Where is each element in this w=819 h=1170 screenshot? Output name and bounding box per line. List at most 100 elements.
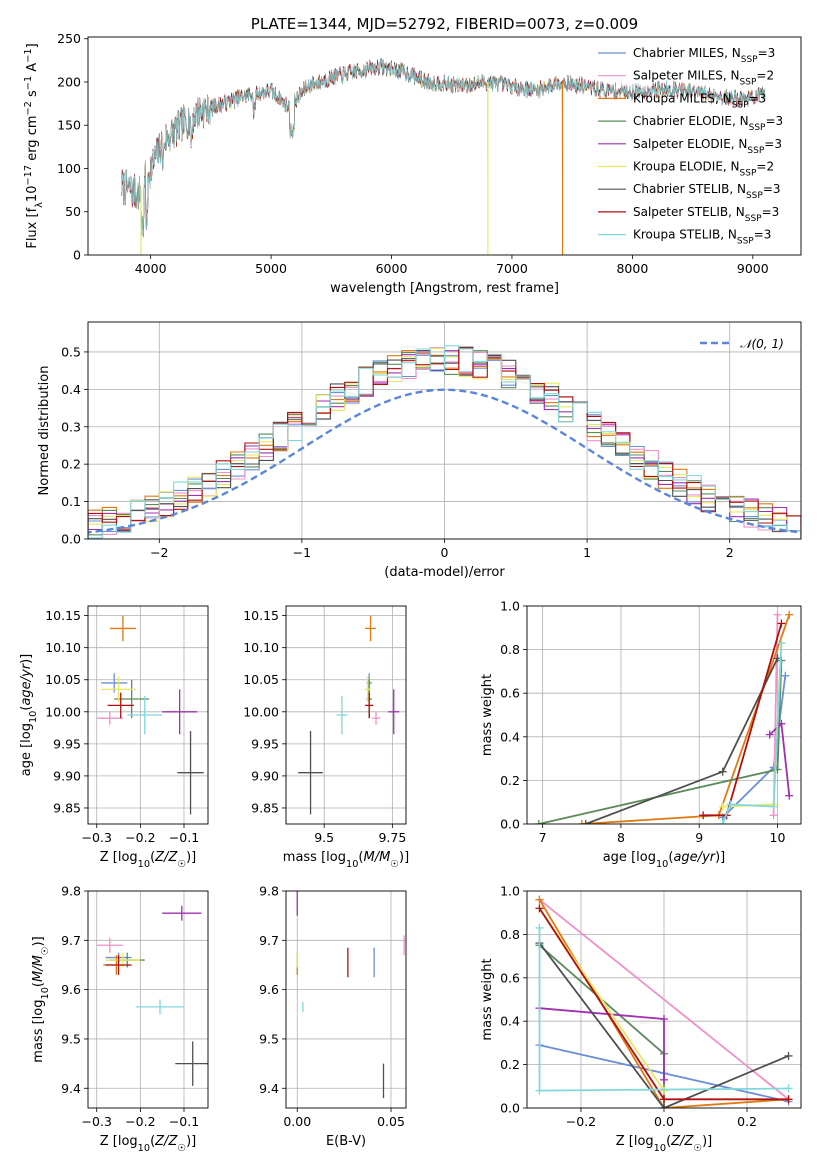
legend-entry: Kroupa ELODIE, NSSP=2 bbox=[633, 160, 774, 179]
x-tick-label: 6000 bbox=[376, 261, 408, 276]
y-tick-label: 0.4 bbox=[500, 1014, 520, 1029]
y-tick-label: 50 bbox=[65, 204, 81, 219]
y-tick-label: 10.00 bbox=[45, 704, 81, 719]
x-tick-label: 9.75 bbox=[378, 830, 406, 845]
x-tick-label: −1 bbox=[293, 545, 311, 560]
age-vs-mass-axes: 9.5 9.75 9.85 9.90 9.95 10.00 10.05 10.10 10.15 m… bbox=[243, 605, 409, 870]
y-tick-label: 0.4 bbox=[61, 382, 81, 397]
x-tick-label: 9 bbox=[695, 830, 703, 845]
mass-weight-vs-age-frame bbox=[526, 605, 802, 825]
x-tick-label: 7 bbox=[539, 830, 547, 845]
y-tick-label: 100 bbox=[57, 161, 81, 176]
x-tick-label: 10 bbox=[770, 830, 786, 845]
mass-weight-vs-Z-plot-area bbox=[527, 891, 801, 1108]
y-tick-label: 9.85 bbox=[53, 800, 81, 815]
x-tick-label: 0.00 bbox=[283, 1114, 311, 1129]
y-tick-label: 0.2 bbox=[500, 773, 520, 788]
weight-line bbox=[721, 643, 783, 824]
spectrum-line bbox=[121, 58, 563, 255]
x-tick-label: 4000 bbox=[135, 261, 167, 276]
x-tick-label: 0.2 bbox=[737, 1114, 757, 1129]
y-tick-label: 9.5 bbox=[259, 1031, 279, 1046]
weight-line bbox=[538, 898, 790, 1101]
y-tick-label: 0.0 bbox=[500, 1101, 520, 1116]
x-tick-label: 7000 bbox=[496, 261, 528, 276]
y-tick-label: 9.7 bbox=[61, 933, 81, 948]
age-vs-mass-frame bbox=[285, 605, 407, 825]
y-tick-label: 10.05 bbox=[243, 672, 279, 687]
spectrum-frame bbox=[87, 36, 802, 256]
weight-line bbox=[538, 942, 789, 1108]
age-vs-Z-axes: −0.3 −0.2 −0.1 9.85 9.90 9.95 10.00 10.05 10.10 1… bbox=[19, 605, 209, 870]
x-tick-label: −0.2 bbox=[125, 1114, 155, 1129]
mass-weight-vs-age-plot-area bbox=[527, 606, 801, 824]
y-tick-label: 1.0 bbox=[500, 884, 520, 899]
y-tick-label: 9.4 bbox=[61, 1081, 81, 1096]
x-tick-label: 9000 bbox=[737, 261, 769, 276]
weight-line bbox=[585, 657, 779, 824]
mass-vs-EBV-plot-area bbox=[286, 891, 406, 1108]
y-tick-label: 9.95 bbox=[53, 736, 81, 751]
y-tick-label: 0.6 bbox=[500, 970, 520, 985]
residuals-legend: 𝒩(0, 1) bbox=[700, 337, 784, 351]
legend-entry: Salpeter STELIB, NSSP=3 bbox=[633, 205, 779, 224]
residuals-xlabel: (data-model)/error bbox=[384, 565, 505, 580]
x-tick-label: 1 bbox=[583, 545, 591, 560]
y-tick-label: 9.8 bbox=[259, 884, 279, 899]
normal-curve bbox=[88, 388, 801, 534]
age-vs-mass-xlabel: mass [log10(M/M☉)] bbox=[283, 850, 409, 870]
x-tick-label: 8000 bbox=[616, 261, 648, 276]
y-tick-label: 9.8 bbox=[61, 884, 81, 899]
x-tick-label: 0.0 bbox=[654, 1114, 674, 1129]
y-tick-label: 0.6 bbox=[500, 686, 520, 701]
y-tick-label: 0 bbox=[73, 248, 81, 263]
y-tick-label: 10.05 bbox=[45, 672, 81, 687]
residuals-plot-area bbox=[88, 322, 801, 539]
x-tick-label: −0.1 bbox=[169, 1114, 199, 1129]
legend-entry: Kroupa STELIB, NSSP=3 bbox=[633, 228, 771, 247]
mass-vs-EBV-xlabel: E(B-V) bbox=[326, 1134, 366, 1149]
mass-weight-vs-age-ylabel: mass weight bbox=[480, 674, 495, 756]
y-tick-label: 0.2 bbox=[500, 1057, 520, 1072]
spectrum-line bbox=[121, 57, 766, 238]
spectrum-xlabel: wavelength [Angstrom, rest frame] bbox=[330, 281, 559, 296]
y-tick-label: 10.15 bbox=[45, 608, 81, 623]
y-tick-label: 9.6 bbox=[259, 982, 279, 997]
figure-title: PLATE=1344, MJD=52792, FIBERID=0073, z=0… bbox=[251, 15, 638, 33]
mass-vs-EBV-frame bbox=[285, 890, 407, 1109]
weight-line bbox=[703, 623, 783, 817]
y-tick-label: 9.4 bbox=[259, 1081, 279, 1096]
residuals-ylabel: Normed distribution bbox=[37, 366, 52, 496]
legend-entry: Chabrier STELIB, NSSP=3 bbox=[633, 182, 781, 201]
histogram-step bbox=[88, 345, 801, 539]
x-tick-label: 0.05 bbox=[377, 1114, 405, 1129]
x-tick-label: −0.3 bbox=[82, 1114, 112, 1129]
legend-entry: 𝒩(0, 1) bbox=[740, 337, 784, 351]
mass-weight-vs-age-axes: 7 8 9 10 0.0 0.2 0.4 0.6 0.8 1.0 age [log10(age/yr… bbox=[480, 599, 802, 870]
y-tick-label: 9.90 bbox=[251, 768, 279, 783]
legend-entry: Salpeter ELODIE, NSSP=3 bbox=[633, 137, 782, 156]
y-tick-label: 0.4 bbox=[500, 729, 520, 744]
y-tick-label: 0.0 bbox=[61, 532, 81, 547]
mass-vs-Z-plot-area bbox=[88, 891, 208, 1108]
y-tick-label: 1.0 bbox=[500, 599, 520, 614]
y-tick-label: 9.95 bbox=[251, 736, 279, 751]
spectrum-legend: Chabrier MILES, NSSP=3 Salpeter MILES, NS… bbox=[598, 46, 783, 247]
y-tick-label: 200 bbox=[57, 74, 81, 89]
mass-weight-vs-Z-axes: −0.2 0.0 0.2 0.0 0.2 0.4 0.6 0.8 1.0 Z [log10(Z/Z… bbox=[480, 884, 802, 1154]
residuals-axes: −2 −1 0 1 2 0.0 0.1 0.2 0.3 0.4 0.5 (data-model)/er… bbox=[37, 321, 802, 580]
x-tick-label: −0.2 bbox=[566, 1114, 596, 1129]
age-vs-Z-xlabel: Z [log10(Z/Z☉)] bbox=[100, 850, 197, 870]
x-tick-label: −0.2 bbox=[125, 830, 155, 845]
spectrum-ylabel: Flux [fλ10−17 erg cm−2 s−1 A−1] bbox=[23, 43, 45, 248]
weight-line bbox=[581, 614, 791, 824]
mass-weight-vs-age-xlabel: age [log10(age/yr)] bbox=[603, 850, 726, 870]
y-tick-label: 9.90 bbox=[53, 768, 81, 783]
mass-weight-vs-Z-xlabel: Z [log10(Z/Z☉)] bbox=[616, 1134, 713, 1154]
age-vs-Z-frame bbox=[87, 605, 209, 825]
mass-vs-Z-ylabel: mass [log10(M/M☉)] bbox=[31, 936, 51, 1062]
x-tick-label: 2 bbox=[726, 545, 734, 560]
x-tick-label: 5000 bbox=[255, 261, 287, 276]
y-tick-label: 10.00 bbox=[243, 704, 279, 719]
